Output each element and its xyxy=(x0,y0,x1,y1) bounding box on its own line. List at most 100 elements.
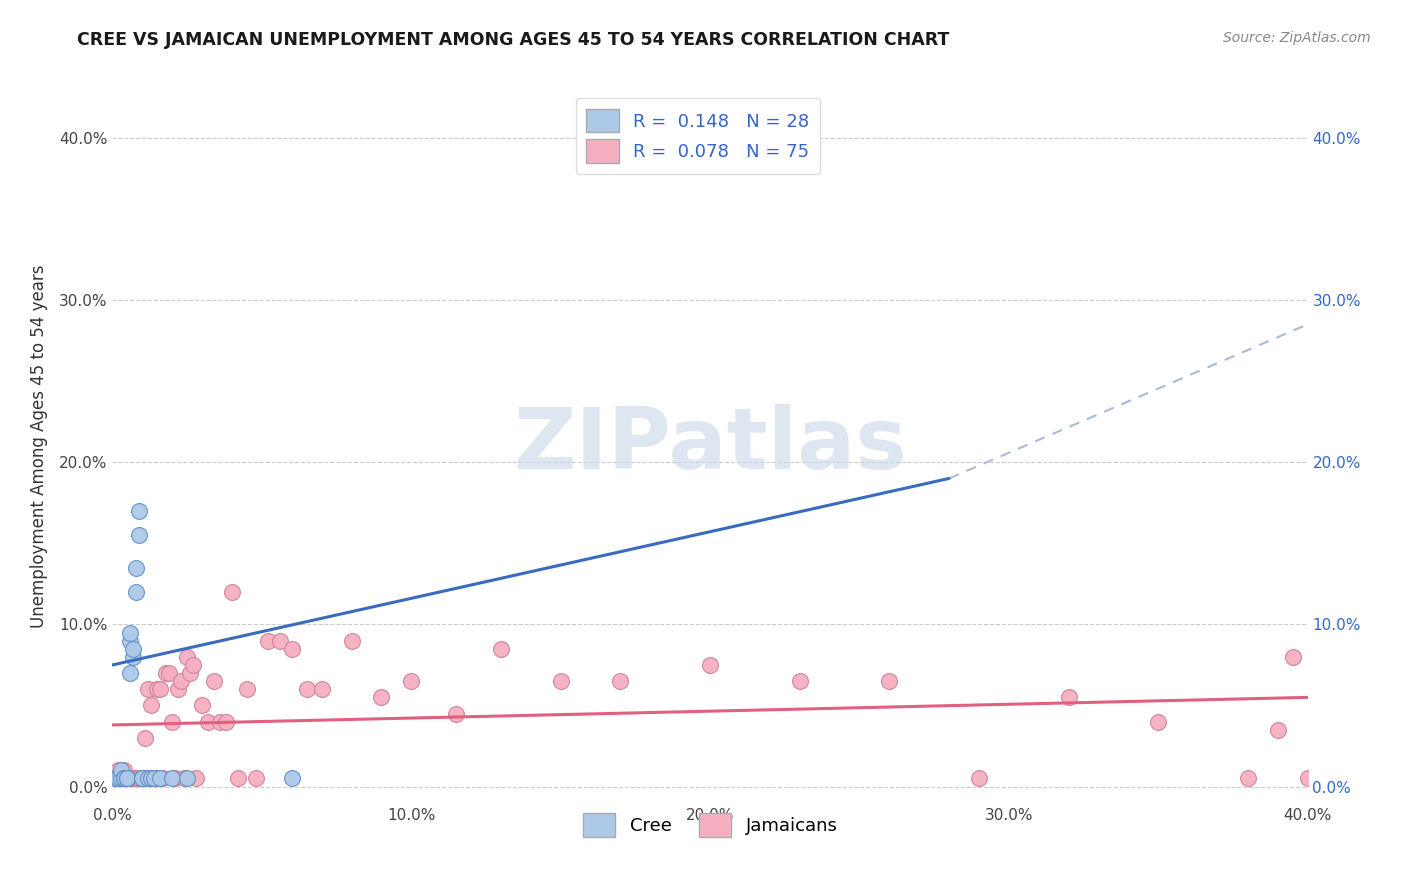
Point xyxy=(281,641,304,656)
Point xyxy=(155,666,177,681)
Point xyxy=(131,772,153,786)
Point xyxy=(340,633,363,648)
Point xyxy=(157,666,180,681)
Point xyxy=(1267,723,1289,737)
Point xyxy=(128,772,150,786)
Point xyxy=(1237,772,1260,786)
Point xyxy=(125,560,148,574)
Point xyxy=(134,772,156,786)
Point xyxy=(114,772,135,786)
Point xyxy=(789,674,811,689)
Point xyxy=(131,772,153,786)
Point xyxy=(143,772,166,786)
Point xyxy=(215,714,238,729)
Point xyxy=(1296,772,1319,786)
Point xyxy=(122,641,145,656)
Point xyxy=(236,682,259,697)
Y-axis label: Unemployment Among Ages 45 to 54 years: Unemployment Among Ages 45 to 54 years xyxy=(30,264,48,628)
Point xyxy=(967,772,990,786)
Text: ZIPatlas: ZIPatlas xyxy=(513,404,907,488)
Point xyxy=(114,772,135,786)
Point xyxy=(245,772,267,786)
Point xyxy=(281,772,304,786)
Point xyxy=(1281,649,1303,664)
Point xyxy=(104,772,127,786)
Point xyxy=(146,682,169,697)
Point xyxy=(110,772,132,786)
Point xyxy=(107,772,129,786)
Point xyxy=(125,772,148,786)
Point xyxy=(120,633,142,648)
Point xyxy=(138,682,160,697)
Point xyxy=(1057,690,1080,705)
Point xyxy=(269,633,291,648)
Point xyxy=(125,585,148,599)
Point xyxy=(401,674,423,689)
Point xyxy=(110,772,132,786)
Point xyxy=(152,772,174,786)
Point xyxy=(311,682,333,697)
Point xyxy=(257,633,280,648)
Point xyxy=(141,698,163,713)
Point xyxy=(117,772,139,786)
Point xyxy=(170,674,193,689)
Point xyxy=(125,772,148,786)
Point xyxy=(138,772,160,786)
Point xyxy=(117,772,139,786)
Point xyxy=(114,764,135,778)
Point xyxy=(104,772,127,786)
Point xyxy=(370,690,392,705)
Point xyxy=(107,764,129,778)
Point xyxy=(120,772,142,786)
Point xyxy=(110,764,132,778)
Point xyxy=(209,714,232,729)
Point xyxy=(162,714,183,729)
Point xyxy=(120,772,142,786)
Point xyxy=(122,649,145,664)
Point xyxy=(149,772,172,786)
Point xyxy=(114,772,135,786)
Point xyxy=(699,657,721,672)
Point xyxy=(117,772,139,786)
Point xyxy=(173,772,195,786)
Point xyxy=(202,674,225,689)
Legend: Cree, Jamaicans: Cree, Jamaicans xyxy=(575,806,845,844)
Point xyxy=(179,666,201,681)
Point xyxy=(176,649,198,664)
Point xyxy=(141,772,163,786)
Point xyxy=(162,772,183,786)
Point xyxy=(138,772,160,786)
Point xyxy=(149,682,172,697)
Point xyxy=(197,714,219,729)
Point xyxy=(128,772,150,786)
Point xyxy=(167,682,190,697)
Point xyxy=(131,772,153,786)
Point xyxy=(146,772,169,786)
Point xyxy=(134,731,156,745)
Point xyxy=(122,772,145,786)
Point xyxy=(117,772,139,786)
Point xyxy=(609,674,631,689)
Text: Source: ZipAtlas.com: Source: ZipAtlas.com xyxy=(1223,31,1371,45)
Point xyxy=(120,666,142,681)
Point xyxy=(141,772,163,786)
Point xyxy=(444,706,467,721)
Point xyxy=(176,772,198,786)
Point xyxy=(128,504,150,518)
Point xyxy=(489,641,512,656)
Point xyxy=(181,657,204,672)
Point xyxy=(114,772,135,786)
Point xyxy=(117,772,139,786)
Point xyxy=(186,772,208,786)
Point xyxy=(1147,714,1170,729)
Point xyxy=(879,674,901,689)
Point xyxy=(550,674,572,689)
Point xyxy=(143,772,166,786)
Point xyxy=(125,772,148,786)
Point xyxy=(110,772,132,786)
Point xyxy=(226,772,249,786)
Point xyxy=(191,698,214,713)
Point xyxy=(117,772,139,786)
Point xyxy=(128,528,150,542)
Point xyxy=(122,772,145,786)
